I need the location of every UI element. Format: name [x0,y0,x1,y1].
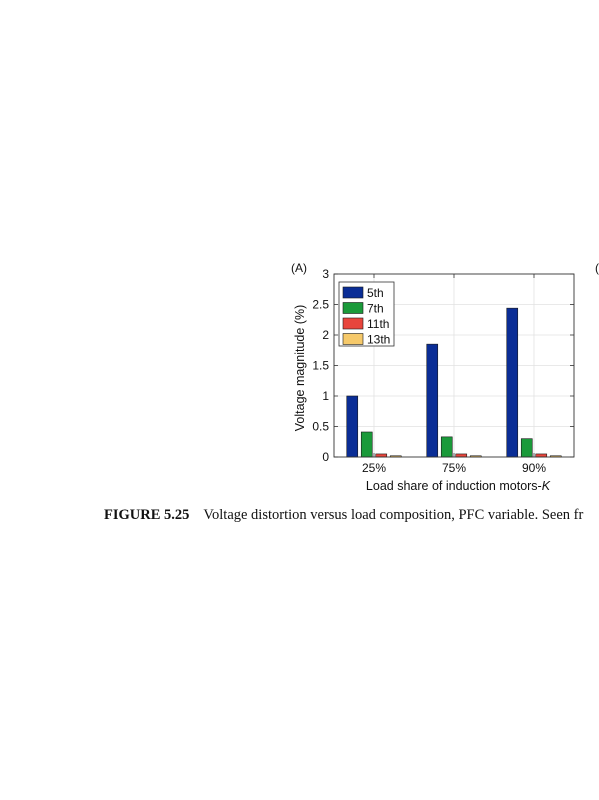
bar-11th-2 [535,453,548,458]
panel-label-b-partial: ( [595,261,599,275]
x-tick-label: 25% [362,461,386,475]
x-axis-label-prefix: Load share of induction motors- [366,479,542,493]
legend-swatch-5th [342,286,364,299]
legend-label-5th: 5th [367,286,384,300]
bar-7th-1 [440,436,453,458]
x-tick-label: 90% [522,461,546,475]
figure-caption-text: Voltage distortion versus load compositi… [203,507,584,523]
x-axis-label: Load share of induction motors-K [366,479,551,493]
x-axis-label-variable: K [542,479,551,493]
legend-label-11th: 11th [367,317,389,331]
x-tick-label: 75% [442,461,466,475]
panel-label-a: (A) [291,261,307,275]
y-tick-label: 2 [322,328,329,342]
legend-swatch-13th [342,333,364,345]
y-tick-label: 1 [322,389,329,403]
bar-7th-2 [520,438,533,458]
y-tick-labels: 0 0.5 1 1.5 2 2.5 3 [312,267,329,464]
figure-caption: FIGURE 5.25 Voltage distortion versus loa… [104,507,583,524]
legend-swatch-11th [342,317,364,330]
x-tick-labels: 25% 75% 90% [362,461,546,475]
bar-7th-0 [360,431,373,458]
bar-5th-1 [426,343,439,458]
legend-label-13th: 13th [367,333,390,347]
y-tick-label: 0 [322,450,329,464]
bar-11th-1 [455,453,468,458]
bar-5th-2 [506,307,519,458]
y-tick-label: 0.5 [312,420,329,434]
y-tick-label: 3 [322,267,329,281]
bar-11th-0 [375,453,388,458]
axis-ticks [334,273,574,458]
y-tick-label: 1.5 [312,359,329,373]
y-tick-label: 2.5 [312,298,329,312]
y-axis-label: Voltage magnitude (%) [293,305,307,431]
bar-5th-0 [346,395,359,458]
legend-label-7th: 7th [367,302,384,316]
legend-swatch-7th [342,302,364,314]
figure-caption-number: FIGURE 5.25 [104,507,190,523]
